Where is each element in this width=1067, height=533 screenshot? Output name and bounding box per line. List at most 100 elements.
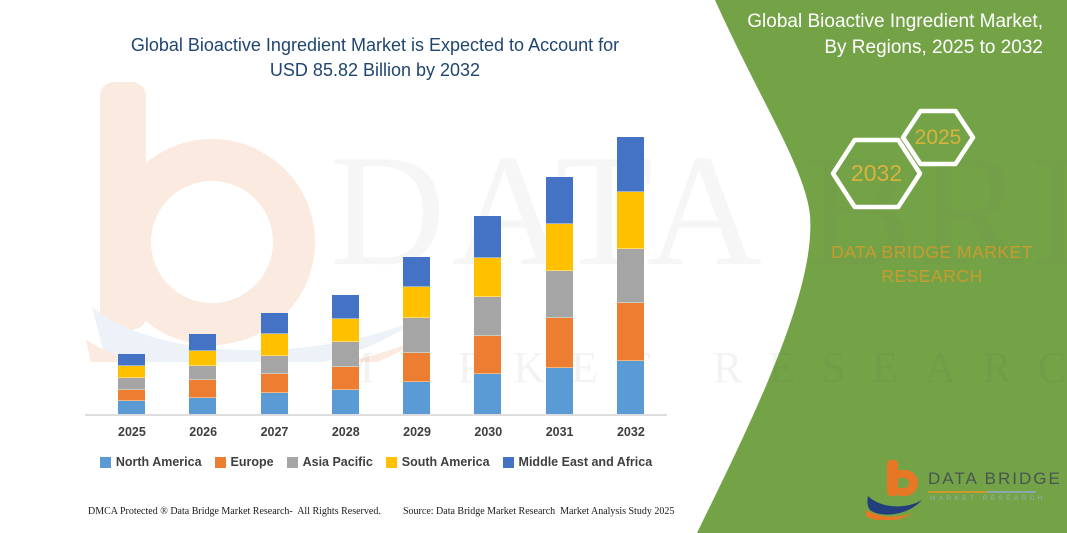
bar-segment-2027-south-america (260, 334, 288, 356)
panel-heading-line2: By Regions, 2025 to 2032 (824, 37, 1043, 58)
chart-title-line2: USD 85.82 Billion by 2032 (269, 60, 481, 80)
bar-segment-2028-north-america (331, 390, 359, 415)
chart-title-line1: Global Bioactive Ingredient Market is Ex… (130, 35, 620, 55)
bar-segment-2029-europe (403, 353, 431, 382)
panel-heading: Global Bioactive Ingredient Market, By R… (713, 9, 1043, 61)
x-label-cell: 2027 (260, 423, 289, 441)
bar-segment-2026-asia-pacific (189, 366, 217, 381)
bar-segment-2030-asia-pacific (474, 296, 502, 336)
x-label-2028: 2028 (331, 425, 360, 439)
panel-heading-line1: Global Bioactive Ingredient Market, (747, 11, 1043, 32)
bar-segment-2030-south-america (474, 257, 502, 297)
logo-subtext: MARKET RESEARCH (930, 495, 1046, 502)
bar-segment-2028-south-america (331, 319, 359, 342)
x-label-cell: 2032 (617, 423, 645, 441)
bar-segment-2031-asia-pacific (545, 270, 573, 319)
bar-segment-2027-asia-pacific (260, 355, 288, 375)
legend-label: North America (115, 455, 202, 469)
legend-label: South America (401, 455, 490, 469)
logo-underline (928, 491, 1036, 493)
x-label-2025: 2025 (118, 425, 146, 439)
green-panel-shape (697, 0, 1067, 533)
x-label-cell: 2031 (545, 423, 574, 441)
chart-legend: North America Europe Asia Pacific South Ame… (85, 455, 667, 469)
x-label-2026: 2026 (189, 425, 218, 439)
bar-segment-2025-europe (118, 390, 145, 401)
bar-2027 (260, 312, 288, 415)
bar-segment-2032-south-america (616, 192, 644, 249)
legend-swatch-icon (286, 456, 298, 468)
bar-segment-2030-middle-east-and-africa (474, 215, 502, 258)
year-hexagons: 2032 2025 (820, 103, 1020, 218)
hexagon-2032-label: 2032 (850, 160, 903, 186)
legend-label: Europe (230, 455, 274, 469)
legend-item-middle-east-and-africa: Middle East and Africa (502, 455, 653, 469)
x-label-2027: 2027 (260, 425, 289, 439)
bar-segment-2027-europe (260, 374, 288, 394)
hexagon-2025-icon (900, 108, 976, 167)
bar-segment-2029-south-america (403, 287, 431, 319)
stacked-bar-plot (85, 120, 667, 415)
x-label-cell: 2025 (118, 423, 146, 441)
bar-segment-2026-north-america (189, 397, 217, 415)
bar-segment-2032-middle-east-and-africa (616, 137, 644, 193)
x-axis-labels: 2025 2026 2027 2028 2029 2030 2031 2032 (85, 423, 667, 441)
x-label-cell: 2028 (331, 423, 360, 441)
x-label-cell: 2030 (474, 423, 503, 441)
legend-item-europe: Europe (214, 455, 274, 469)
bar-segment-2025-south-america (118, 366, 145, 379)
bar-2026 (189, 334, 217, 415)
bar-segment-2025-middle-east-and-africa (118, 354, 145, 367)
bar-segment-2028-europe (331, 367, 359, 391)
bar-segment-2025-north-america (118, 400, 145, 415)
legend-swatch-icon (99, 456, 111, 468)
bar-2029 (403, 256, 431, 415)
hexagon-2032-icon (830, 137, 923, 210)
brand-text: DATA BRIDGE MARKET RESEARCH (831, 242, 1033, 286)
legend-swatch-icon (385, 456, 397, 468)
bar-2028 (331, 294, 359, 415)
legend-item-north-america: North America (99, 455, 202, 469)
legend-item-south-america: South America (385, 455, 490, 469)
bar-2025 (118, 354, 145, 415)
bar-segment-2025-asia-pacific (118, 378, 145, 391)
bar-segment-2031-europe (545, 318, 573, 369)
logo-name-text: DATA BRIDGE (928, 469, 1062, 488)
legend-item-asia-pacific: Asia Pacific (286, 455, 373, 469)
dmca-footer-text: DMCA Protected ® Data Bridge Market Rese… (88, 506, 381, 517)
hexagon-2025-label: 2025 (914, 126, 962, 149)
bar-2030 (474, 215, 502, 415)
bar-segment-2032-asia-pacific (616, 248, 644, 304)
bar-segment-2029-asia-pacific (403, 318, 431, 354)
source-footer-text: Source: Data Bridge Market Research Mark… (403, 506, 675, 517)
bar-2031 (545, 176, 573, 415)
hexagon-icons (830, 108, 976, 210)
bar-segment-2030-north-america (474, 373, 502, 415)
x-axis-line (85, 414, 667, 416)
x-label-cell: 2029 (403, 423, 431, 441)
bar-segment-2030-europe (474, 335, 502, 374)
bar-segment-2026-south-america (189, 350, 217, 367)
bar-segment-2026-middle-east-and-africa (189, 334, 217, 351)
data-bridge-logo: DATA BRIDGE MARKET RESEARCH (860, 458, 1060, 520)
x-label-2031: 2031 (545, 425, 574, 439)
x-label-cell: 2026 (189, 423, 218, 441)
bar-segment-2031-north-america (545, 368, 573, 415)
bar-2032 (616, 137, 644, 415)
x-label-2030: 2030 (474, 425, 503, 439)
bar-segment-2027-middle-east-and-africa (260, 312, 288, 335)
legend-swatch-icon (502, 456, 514, 468)
bar-segment-2029-north-america (403, 381, 431, 415)
legend-label: Asia Pacific (302, 455, 373, 469)
bar-segment-2027-north-america (260, 393, 288, 415)
legend-label: Middle East and Africa (518, 455, 653, 469)
bar-segment-2032-europe (616, 303, 644, 361)
bar-segment-2028-asia-pacific (331, 341, 359, 368)
bar-segment-2031-south-america (545, 224, 573, 271)
x-label-2029: 2029 (403, 425, 431, 439)
chart-title: Global Bioactive Ingredient Market is Ex… (75, 33, 675, 83)
bar-segment-2031-middle-east-and-africa (545, 176, 573, 225)
